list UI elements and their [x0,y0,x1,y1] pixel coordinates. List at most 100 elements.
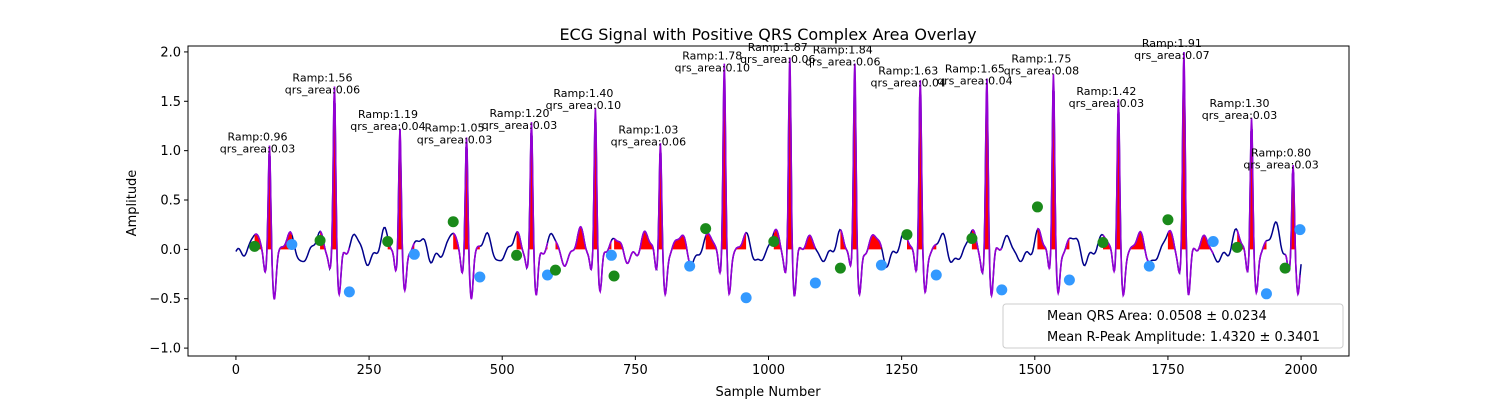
x-tick-label-0: 0 [232,363,240,378]
y-tick-label-6: 2.0 [160,45,181,60]
r-amp-label-2: Ramp:1.19 [358,108,418,121]
r-amp-label-11: Ramp:1.65 [945,62,1005,75]
qrs-offset-marker-9 [875,259,887,271]
qrs-onset-marker-1 [314,234,326,246]
qrs-onset-marker-7 [700,223,712,235]
legend-entry-qrs-area: Mean QRS Area: 0.0508 ± 0.0234 [1047,309,1267,324]
x-tick-label-5: 1250 [885,363,918,378]
qrs-segment-6 [613,143,691,298]
qrs-area-label-10: qrs_area:0.04 [871,76,946,89]
legend-entry-r-amplitude: Mean R-Peak Amplitude: 1.4320 ± 0.3401 [1047,330,1320,345]
r-amp-label-3: Ramp:1.05 [425,122,485,135]
qrs-offset-marker-14 [1207,235,1219,247]
plot-area: Ramp:0.96qrs_area:0.03Ramp:1.56qrs_area:… [220,37,1319,304]
ecg-signal-line [235,52,1302,300]
qrs-onset-marker-6 [608,270,620,282]
legend-frame [1002,303,1344,349]
r-amp-label-13: Ramp:1.42 [1076,85,1136,98]
qrs-area-fill-1 [320,86,350,250]
x-tick-label-6: 1500 [1018,363,1051,378]
qrs-area-label-14: qrs_area:0.07 [1134,49,1209,62]
qrs-offset-marker-5 [605,249,617,261]
r-amp-label-16: Ramp:0.80 [1251,146,1311,159]
x-tick-label-1: 250 [357,363,382,378]
qrs-offset-marker-12 [1063,274,1075,286]
y-tick-label-0: −1.0 [149,342,181,357]
qrs-area-fill-8 [773,57,816,250]
qrs-offset-marker-8 [809,277,821,289]
qrs-segment-12 [1036,74,1071,297]
r-amp-label-6: Ramp:1.03 [618,124,678,137]
qrs-area-fill-3 [453,137,480,250]
qrs-segment-2 [386,128,416,294]
qrs-segment-14 [1167,52,1214,296]
qrs-segment-13 [1102,99,1150,298]
qrs-segment-9 [839,63,883,298]
qrs-offset-marker-7 [740,292,752,304]
qrs-offset-marker-6 [684,260,696,272]
y-axis-title: Amplitude [125,170,140,237]
qrs-area-label-4: qrs_area:0.03 [482,119,557,132]
qrs-offset-marker-13 [1143,260,1155,272]
y-tick-label-1: −0.5 [149,292,181,307]
x-tick-label-2: 500 [490,363,515,378]
qrs-area-label-16: qrs_area:0.03 [1243,158,1318,171]
r-amp-label-12: Ramp:1.75 [1011,53,1071,66]
qrs-onset-marker-5 [549,264,561,276]
x-tick-label-7: 1750 [1151,363,1184,378]
qrs-onset-marker-0 [249,240,261,252]
y-tick-label-2: 0.0 [160,243,181,258]
qrs-offset-marker-11 [996,284,1008,296]
qrs-area-label-8: qrs_area:0.06 [740,53,815,66]
qrs-segment-0 [254,145,293,300]
qrs-onset-marker-14 [1162,214,1174,226]
qrs-area-fill-6 [614,143,690,250]
x-tick-label-3: 750 [623,363,648,378]
qrs-onset-marker-12 [1031,201,1043,213]
qrs-onset-marker-8 [768,235,780,247]
qrs-onset-marker-9 [834,262,846,274]
qrs-offset-marker-15 [1260,288,1272,300]
qrs-segment-10 [906,80,937,295]
qrs-area-label-5: qrs_area:0.10 [546,99,621,112]
r-amp-label-14: Ramp:1.91 [1142,37,1202,50]
qrs-area-label-15: qrs_area:0.03 [1202,109,1277,122]
x-tick-label-8: 2000 [1285,363,1318,378]
qrs-area-fill-14 [1167,52,1214,250]
r-amp-label-1: Ramp:1.56 [292,71,352,84]
qrs-segment-1 [319,86,351,298]
r-amp-label-9: Ramp:1.84 [813,44,873,57]
qrs-area-fill-9 [840,63,882,250]
qrs-area-label-13: qrs_area:0.03 [1069,97,1144,110]
qrs-area-label-12: qrs_area:0.08 [1004,65,1079,78]
r-amp-label-0: Ramp:0.96 [227,131,287,144]
legend: Mean QRS Area: 0.0508 ± 0.0234 Mean R-Pe… [1002,303,1344,349]
qrs-onset-marker-15 [1231,241,1243,253]
qrs-area-label-7: qrs_area:0.10 [675,62,750,75]
chart-title: ECG Signal with Positive QRS Complex Are… [559,25,976,44]
qrs-onset-marker-10 [901,229,913,241]
qrs-onset-marker-4 [511,249,523,261]
qrs-segment-3 [452,137,480,300]
qrs-area-fill-5 [555,107,612,250]
qrs-segment-7 [704,63,747,297]
qrs-onset-marker-13 [1097,236,1109,248]
y-tick-label-3: 0.5 [160,194,181,209]
qrs-area-fill-11 [971,78,1002,250]
r-amp-label-10: Ramp:1.63 [878,64,938,77]
qrs-offset-marker-4 [541,269,553,281]
qrs-area-fill-0 [254,145,292,250]
x-tick-label-4: 1000 [752,363,785,378]
qrs-offset-marker-0 [286,238,298,250]
qrs-area-fill-12 [1037,74,1070,250]
r-amp-label-5: Ramp:1.40 [553,87,613,100]
plot-content [235,52,1306,304]
qrs-offset-marker-10 [930,269,942,281]
qrs-area-label-1: qrs_area:0.06 [285,83,360,96]
qrs-area-label-9: qrs_area:0.06 [805,56,880,69]
qrs-onset-marker-2 [382,235,394,247]
qrs-onset-marker-3 [447,216,459,228]
qrs-offset-marker-16 [1294,224,1306,236]
qrs-area-fill-15 [1237,117,1267,250]
